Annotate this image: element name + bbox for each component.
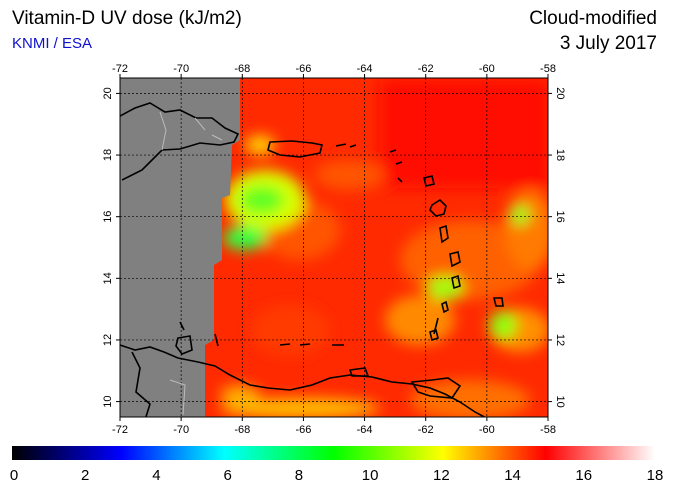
island-martinique [449, 251, 461, 268]
lat-tick-labels-right: 10 12 14 16 18 20 [554, 87, 566, 407]
colorbar-tick-label: 10 [362, 467, 379, 484]
lat-label-left: 20 [102, 87, 114, 99]
island-grenadines [433, 317, 439, 335]
dose-mode-label: Cloud-modified [529, 8, 657, 29]
lon-tick-labels-bottom: -72 -70 -68 -66 -64 -62 -60 -58 [112, 424, 556, 436]
colorbar-labels: 0 2 4 6 8 10 12 14 16 18 [10, 467, 664, 484]
lat-label-right: 10 [554, 395, 566, 407]
lon-label-bottom: -64 [357, 424, 373, 436]
map-frame [119, 77, 549, 418]
colorbar-tick-label: 14 [504, 467, 521, 484]
axis-ticks [116, 74, 552, 421]
coast-lake-maracaibo [131, 351, 151, 417]
lon-label-top: -62 [418, 63, 434, 75]
lon-label-top: -72 [112, 63, 128, 75]
field-variations [220, 78, 548, 417]
island-antigua [423, 175, 435, 187]
coast-puerto-rico [267, 140, 323, 158]
coast-virgin-islands [335, 143, 357, 148]
coast-south-america [120, 344, 487, 417]
coast-trinidad [410, 377, 462, 399]
coast-los-roques [279, 343, 344, 346]
colorbar [12, 446, 655, 460]
lon-label-bottom: -66 [295, 424, 311, 436]
colorbar-tick-label: 2 [81, 467, 89, 484]
lat-label-right: 16 [554, 211, 566, 223]
map-title: Vitamin-D UV dose (kJ/m2) [12, 8, 242, 29]
data-source-label: KNMI / ESA [12, 35, 93, 52]
coast-curacao [175, 335, 193, 355]
lat-label-left: 14 [102, 272, 114, 284]
lon-label-bottom: -68 [234, 424, 250, 436]
map-date: 3 July 2017 [559, 33, 657, 54]
island-st-lucia [451, 274, 461, 290]
colorbar-tick-label: 16 [575, 467, 592, 484]
lon-label-top: -58 [540, 63, 556, 75]
lon-label-top: -64 [357, 63, 373, 75]
lat-label-left: 10 [102, 395, 114, 407]
uv-dose-field [120, 78, 548, 417]
coast-margarita [348, 367, 370, 377]
island-st-martin [395, 161, 403, 165]
colorbar-tick-label: 4 [152, 467, 160, 484]
lat-label-left: 18 [102, 149, 114, 161]
island-barbados [492, 297, 504, 307]
island-st-vincent [441, 300, 449, 314]
lon-label-top: -60 [479, 63, 495, 75]
island-grenada [429, 328, 439, 342]
coast-aruba [179, 321, 185, 331]
lat-label-left: 12 [102, 334, 114, 346]
lon-label-bottom: -60 [479, 424, 495, 436]
coast-bonaire [214, 333, 219, 347]
map-gridlines [120, 78, 548, 417]
lesser-antilles [389, 149, 504, 342]
lat-tick-labels-left: 10 12 14 16 18 20 [102, 87, 114, 407]
lon-tick-labels-top: -72 -70 -68 -66 -64 -62 -60 -58 [112, 63, 556, 75]
colorbar-tick-label: 0 [10, 467, 18, 484]
country-borders [159, 111, 223, 416]
lat-label-right: 18 [554, 149, 566, 161]
island-anguilla [389, 149, 397, 153]
colorbar-tick-label: 8 [295, 467, 303, 484]
lon-label-top: -66 [295, 63, 311, 75]
colorbar-tick-label: 18 [647, 467, 664, 484]
lon-label-top: -70 [173, 63, 189, 75]
lon-label-top: -68 [234, 63, 250, 75]
lat-label-right: 14 [554, 272, 566, 284]
colorbar-tick-label: 12 [433, 467, 450, 484]
lat-label-left: 16 [102, 211, 114, 223]
colorbar-tick-label: 6 [223, 467, 231, 484]
lon-label-bottom: -72 [112, 424, 128, 436]
lon-label-bottom: -58 [540, 424, 556, 436]
island-guadeloupe [429, 198, 447, 217]
coast-hispaniola [120, 102, 240, 181]
lon-label-bottom: -70 [173, 424, 189, 436]
lon-label-bottom: -62 [418, 424, 434, 436]
coastlines [120, 102, 487, 417]
island-dominica [439, 224, 449, 244]
island-st-kitts [397, 177, 403, 183]
lat-label-right: 20 [554, 87, 566, 99]
lat-label-right: 12 [554, 334, 566, 346]
